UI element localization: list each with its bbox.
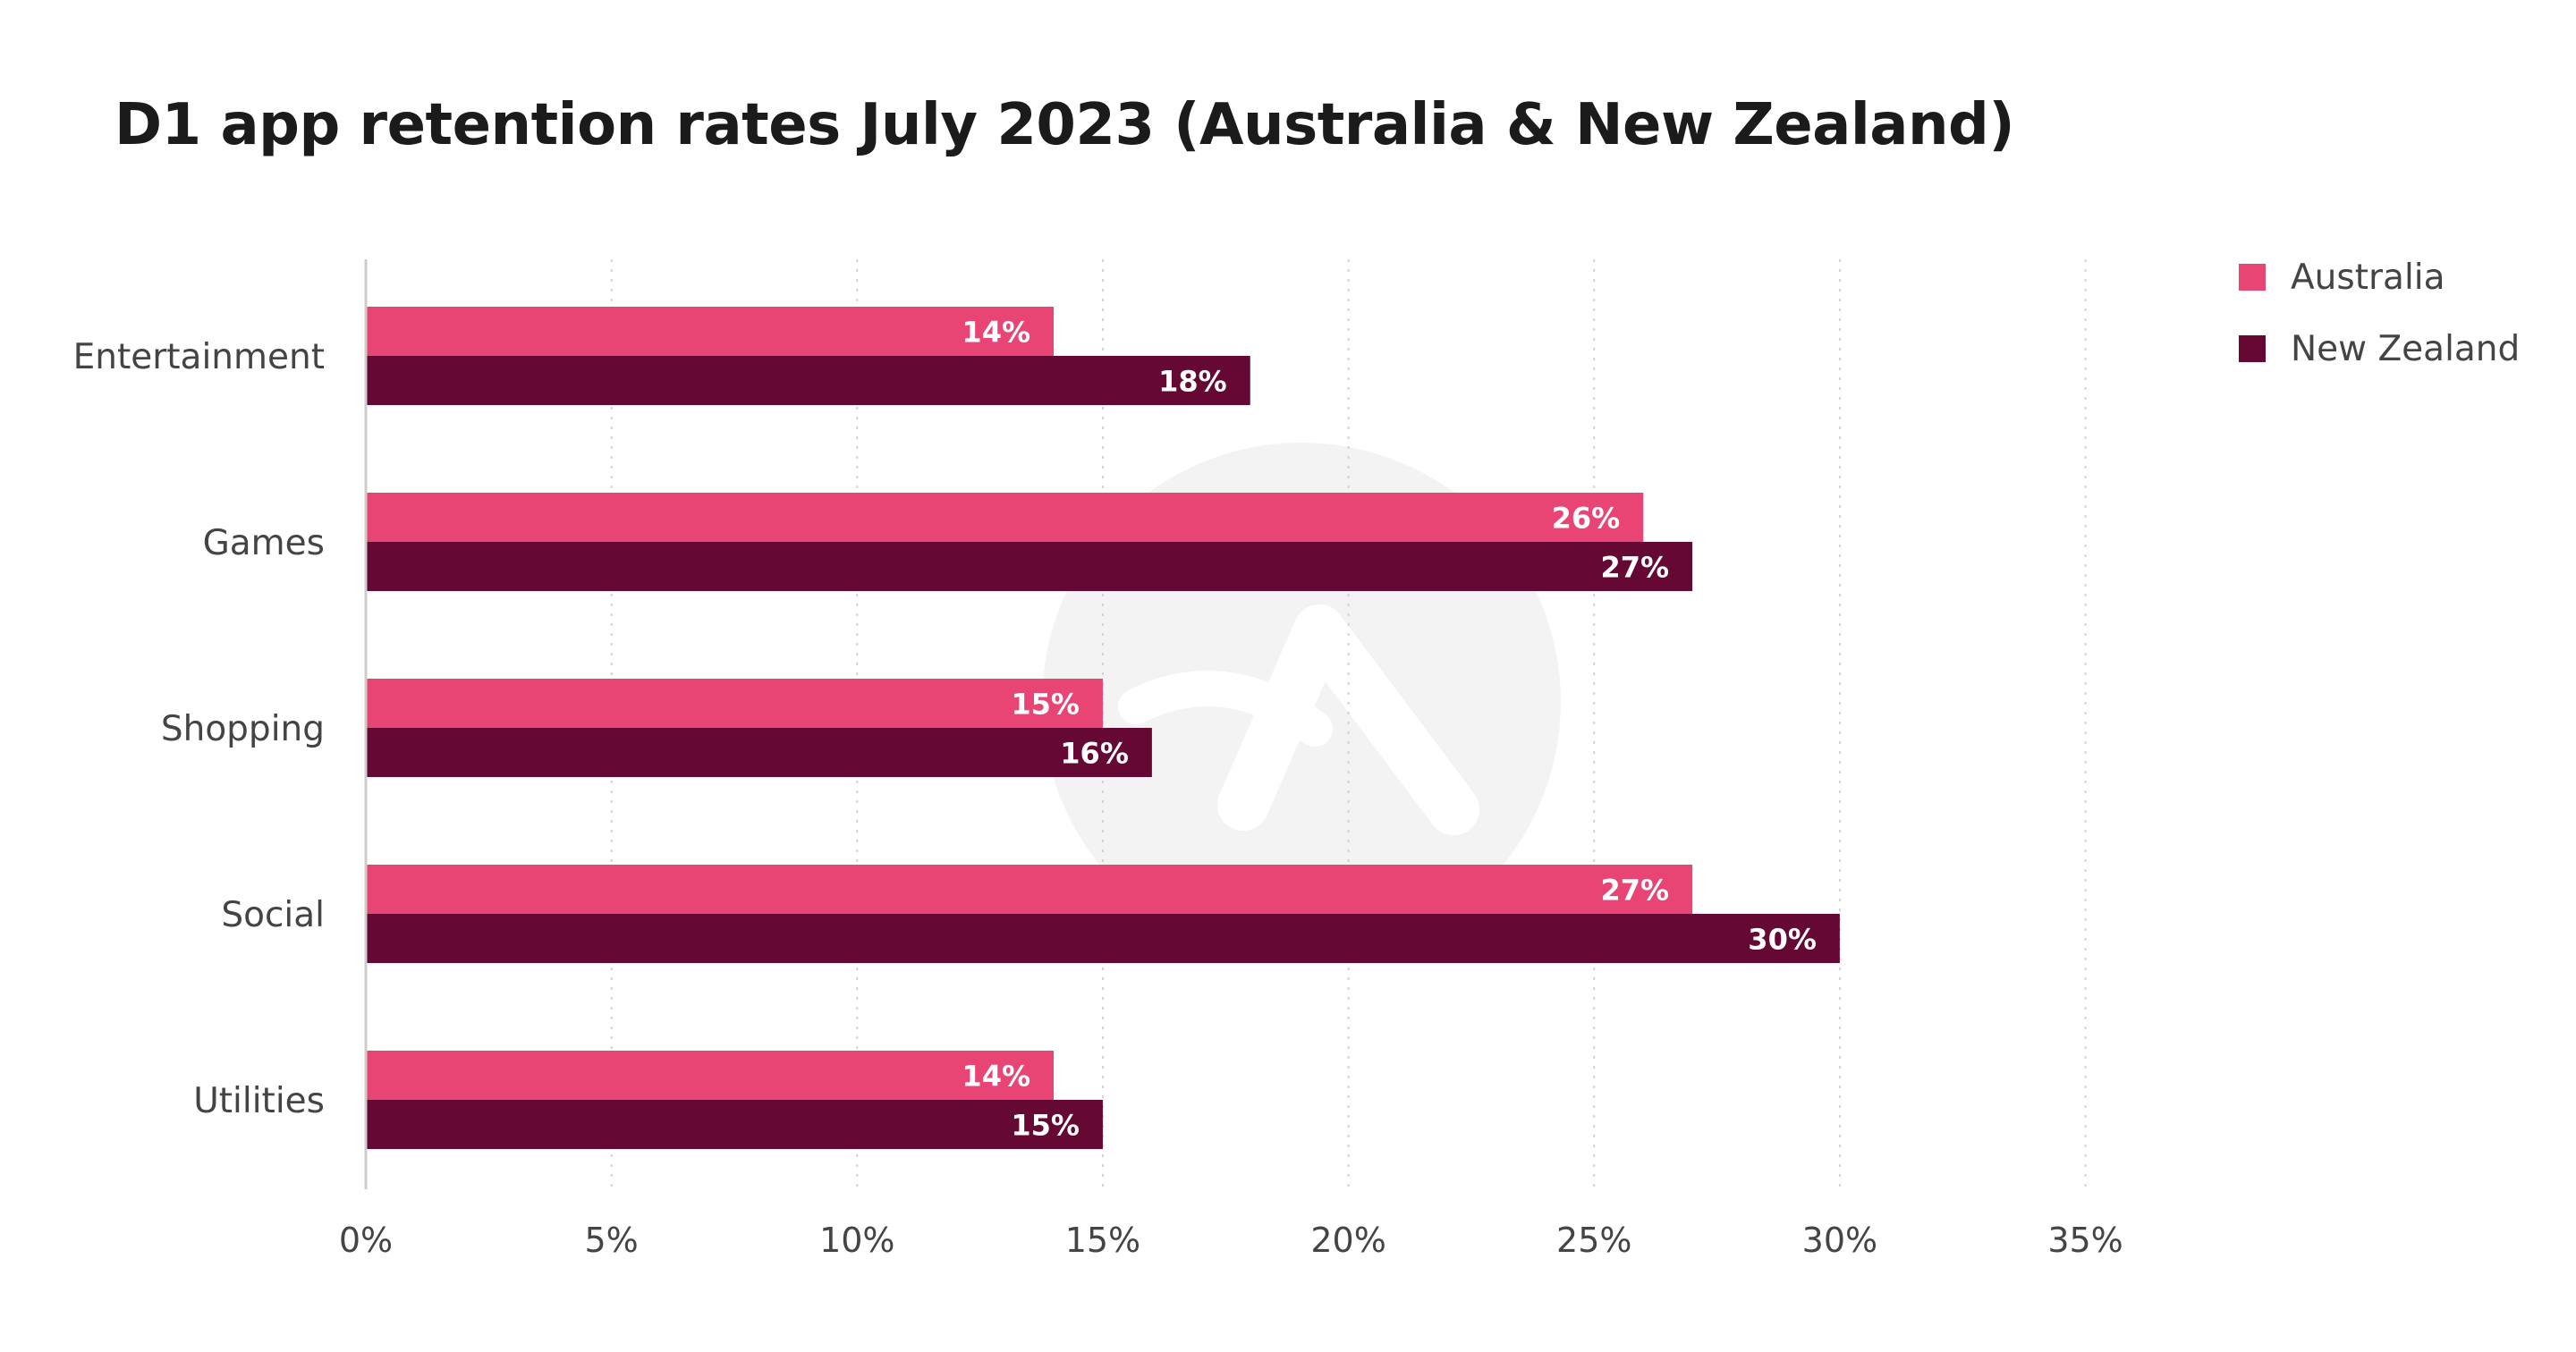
- bars: 14% 18% 26% 27% 15% 16% 27% 30% 14% 15%: [366, 307, 1840, 1149]
- bar-new-zealand: [366, 728, 1152, 777]
- bar-new-zealand: [366, 1100, 1103, 1149]
- bar-value-label: 16%: [1060, 737, 1129, 771]
- legend-item-australia: Australia: [2239, 250, 2520, 304]
- category-label: Utilities: [193, 1081, 325, 1121]
- bar-value-label: 15%: [1011, 688, 1080, 722]
- x-tick-label: 5%: [585, 1221, 639, 1260]
- bar-value-label: 27%: [1601, 551, 1670, 585]
- chart-title: D1 app retention rates July 2023 (Austra…: [114, 92, 2015, 158]
- x-tick-label: 30%: [1802, 1221, 1877, 1260]
- bar-value-label: 30%: [1748, 923, 1817, 957]
- bar-australia: [366, 679, 1103, 728]
- x-tick-label: 20%: [1310, 1221, 1385, 1260]
- x-tick-label: 10%: [819, 1221, 894, 1260]
- category-label: Shopping: [161, 709, 325, 749]
- bar-new-zealand: [366, 914, 1840, 963]
- legend-label-australia: Australia: [2291, 257, 2445, 298]
- x-tick-label: 0%: [339, 1221, 393, 1260]
- bar-new-zealand: [366, 356, 1250, 405]
- bar-new-zealand: [366, 542, 1693, 591]
- bar-value-label: 27%: [1601, 874, 1670, 908]
- legend-label-new-zealand: New Zealand: [2291, 328, 2521, 369]
- x-tick-labels: 0% 5% 10% 15% 20% 25% 30% 35%: [339, 1221, 2123, 1260]
- category-labels: Entertainment Games Shopping Social Utilitie…: [73, 337, 325, 1121]
- legend-item-new-zealand: New Zealand: [2239, 322, 2520, 376]
- category-label: Entertainment: [73, 337, 325, 377]
- bar-australia: [366, 1051, 1055, 1100]
- bar-value-label: 14%: [962, 1060, 1030, 1094]
- bar-value-label: 15%: [1011, 1109, 1080, 1143]
- x-tick-label: 15%: [1065, 1221, 1140, 1260]
- bar-australia: [366, 307, 1055, 356]
- legend-swatch-australia: [2239, 264, 2266, 291]
- category-label: Social: [221, 895, 325, 935]
- bar-value-label: 26%: [1552, 502, 1621, 536]
- legend-swatch-new-zealand: [2239, 335, 2266, 362]
- bar-value-label: 14%: [962, 316, 1030, 350]
- bar-australia: [366, 865, 1693, 914]
- bar-australia: [366, 493, 1644, 542]
- x-tick-label: 35%: [2047, 1221, 2123, 1260]
- bar-value-label: 18%: [1158, 365, 1227, 399]
- category-label: Games: [203, 523, 325, 563]
- x-tick-label: 25%: [1556, 1221, 1631, 1260]
- legend: Australia New Zealand: [2239, 250, 2520, 393]
